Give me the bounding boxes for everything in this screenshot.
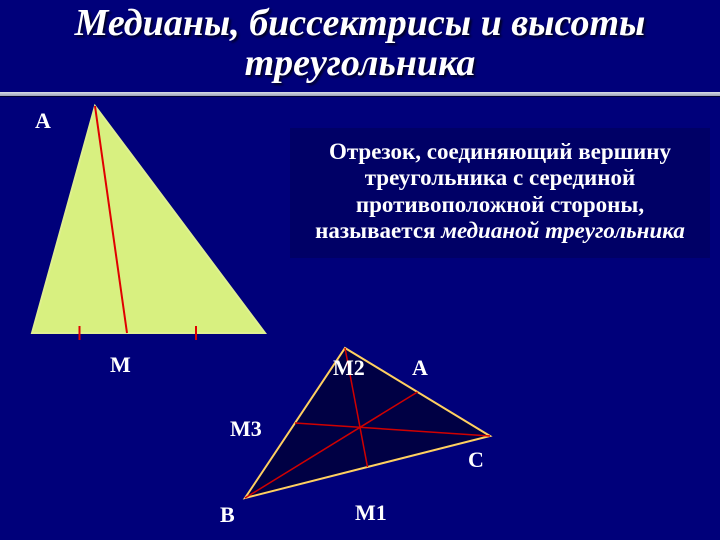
label-M3: М3 [230, 416, 262, 442]
label-A-1: А [35, 108, 51, 134]
slide-title: Медианы, биссектрисы и высоты треугольни… [0, 0, 720, 84]
triangle-1-body [32, 106, 265, 333]
triangle-2 [245, 348, 490, 498]
label-B: В [220, 502, 235, 528]
label-M2: М2 [333, 355, 365, 381]
label-M: М [110, 352, 131, 378]
label-C: С [468, 447, 484, 473]
label-M1: М1 [355, 500, 387, 526]
triangle-1 [32, 106, 265, 340]
diagram-svg [0, 98, 720, 540]
label-A-2: A [412, 355, 428, 381]
